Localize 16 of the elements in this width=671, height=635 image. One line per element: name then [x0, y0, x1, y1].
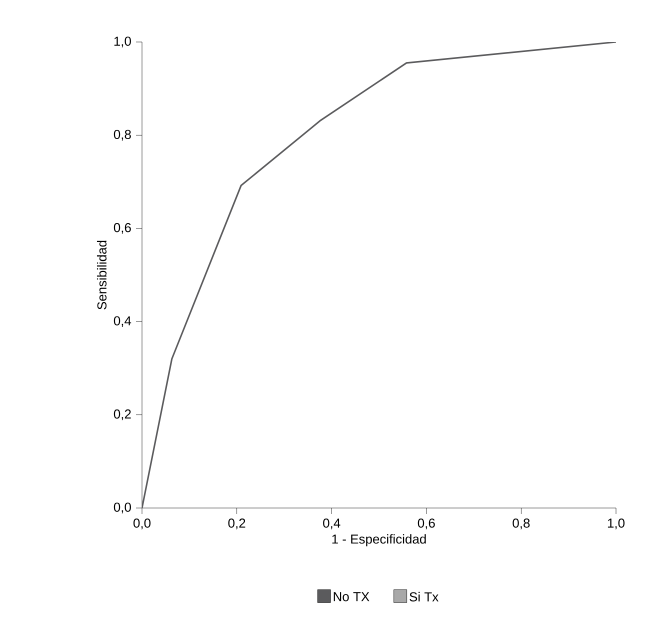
- x-tick-label: 0,6: [418, 518, 435, 530]
- legend-label: No TX: [334, 592, 370, 602]
- x-tick-label: 0,8: [512, 518, 530, 530]
- x-tick-label: 0,0: [133, 518, 151, 530]
- legend-label: Si Tx: [410, 592, 438, 602]
- y-tick-label: 0,6: [114, 223, 131, 234]
- y-tick-label: 0,0: [114, 502, 131, 514]
- x-tick-label: 1,0: [608, 518, 625, 530]
- y-tick-label: 1,0: [114, 36, 131, 48]
- x-tick-label: 0,4: [323, 518, 340, 530]
- x-axis-title: 1 - Especificidad: [332, 534, 426, 546]
- x-tick-label: 0,2: [228, 518, 246, 530]
- y-axis-title: Sensibilidad: [96, 240, 107, 310]
- y-tick-label: 0,4: [114, 316, 132, 327]
- y-tick-label: 0,8: [114, 130, 131, 141]
- y-tick-label: 0,2: [114, 409, 131, 420]
